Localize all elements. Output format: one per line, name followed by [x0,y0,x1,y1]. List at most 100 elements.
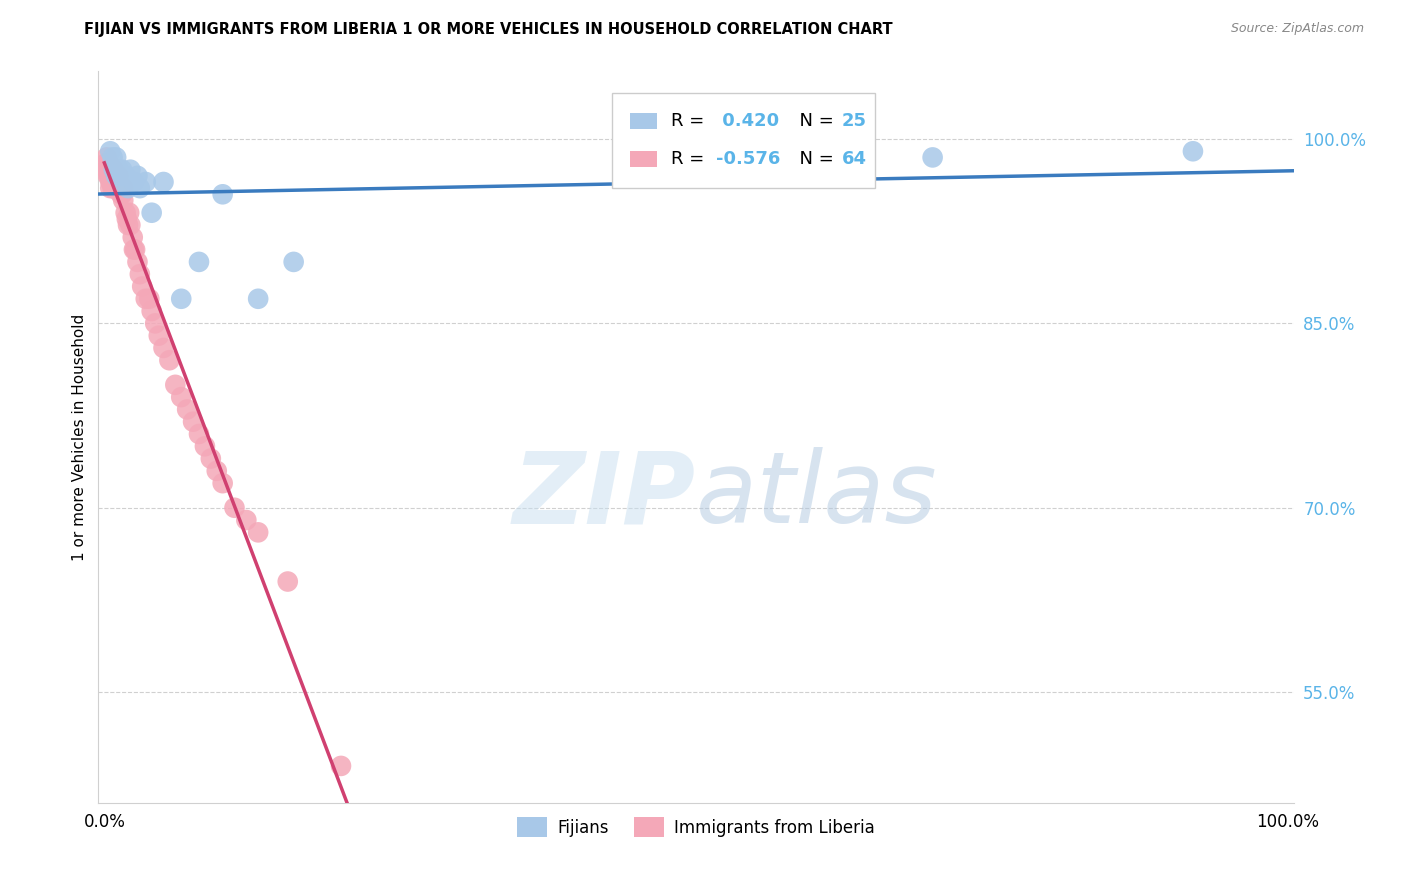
Point [247,292,270,306]
Point [105,181,128,195]
Point [122,175,145,189]
Point [1181,145,1204,159]
Point [98,181,121,195]
Point [103,162,125,177]
Point [111,162,134,177]
Point [283,255,305,269]
Point [194,439,217,453]
Point [96,150,118,164]
Point [135,292,157,306]
Point [114,169,136,183]
Point [128,267,150,281]
Bar [630,151,657,167]
Point [101,169,124,183]
Point [127,255,149,269]
Point [211,476,233,491]
Point [247,525,270,540]
Point [101,150,124,164]
Point [141,304,163,318]
Point [114,205,136,219]
Point [104,169,127,183]
Y-axis label: 1 or more Vehicles in Household: 1 or more Vehicles in Household [72,313,87,561]
Point [115,211,138,226]
Point [200,451,222,466]
Point [110,187,132,202]
Text: Source: ZipAtlas.com: Source: ZipAtlas.com [1230,22,1364,36]
Point [165,377,187,392]
Point [94,156,117,170]
Text: N =: N = [787,112,839,130]
Point [121,230,143,244]
Point [120,218,142,232]
Legend: Fijians, Immigrants from Liberia: Fijians, Immigrants from Liberia [509,809,883,846]
Text: R =: R = [671,112,710,130]
Point [138,292,160,306]
Point [124,243,146,257]
Point [104,175,127,189]
Point [122,243,145,257]
Point [128,181,150,195]
Text: R =: R = [671,150,710,168]
Point [103,181,125,195]
Text: atlas: atlas [696,447,938,544]
Point [330,759,353,773]
Point [157,353,180,368]
Point [105,150,128,164]
Point [97,162,120,177]
Point [108,169,131,183]
Bar [613,94,876,188]
Point [135,175,157,189]
Point [170,292,193,306]
Point [105,181,128,195]
Point [98,156,121,170]
Text: 0.420: 0.420 [716,112,779,130]
Point [117,181,139,195]
Point [105,169,128,183]
Point [148,328,170,343]
Point [176,402,198,417]
Point [117,218,139,232]
Point [108,181,131,195]
Point [127,169,149,183]
Text: FIJIAN VS IMMIGRANTS FROM LIBERIA 1 OR MORE VEHICLES IN HOUSEHOLD CORRELATION CH: FIJIAN VS IMMIGRANTS FROM LIBERIA 1 OR M… [84,22,893,37]
Point [143,317,166,331]
Point [98,145,121,159]
Point [107,181,129,195]
Point [96,162,118,177]
Point [120,162,142,177]
Point [100,175,122,189]
Point [188,427,211,442]
Point [181,415,204,429]
Text: 64: 64 [842,150,866,168]
Point [112,175,135,189]
Text: ZIP: ZIP [513,447,696,544]
Point [141,205,163,219]
Point [98,175,121,189]
Point [152,175,174,189]
Point [188,255,211,269]
Point [105,169,128,183]
Point [224,500,246,515]
Text: 25: 25 [842,112,866,130]
Point [277,574,299,589]
Point [112,194,135,208]
Point [103,162,125,177]
Point [112,181,135,195]
Point [118,205,141,219]
Point [101,181,124,195]
Bar [630,113,657,129]
Point [98,169,121,183]
Point [98,162,121,177]
Point [105,175,128,189]
Point [107,162,129,177]
Point [921,150,943,164]
Point [97,169,120,183]
Point [107,169,129,183]
Point [100,169,122,183]
Point [105,175,128,189]
Point [170,390,193,404]
Point [205,464,228,478]
Point [111,187,134,202]
Point [211,187,233,202]
Point [101,162,124,177]
